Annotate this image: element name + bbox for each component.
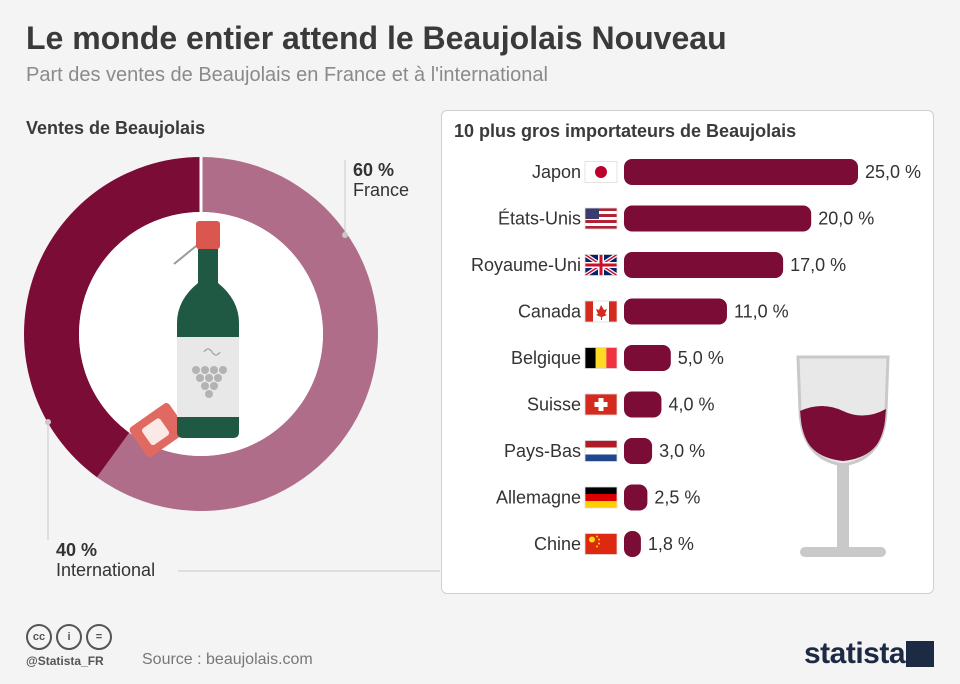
twitter-handle: @Statista_FR — [26, 654, 104, 668]
bar-category-label: États-Unis — [498, 209, 581, 229]
bar-category-label: Belgique — [511, 348, 581, 368]
price-tag-icon — [129, 403, 187, 457]
donut-slice-france — [96, 157, 379, 512]
bar-9 — [624, 531, 641, 557]
creative-commons-icon: cc — [26, 624, 52, 650]
bar-3 — [624, 252, 784, 278]
bar-category-label: Canada — [518, 302, 582, 322]
bar-value-label: 2,5 % — [654, 488, 700, 508]
international-leader-dot — [45, 419, 51, 425]
japan-flag-icon — [584, 161, 618, 183]
importers-panel: 10 plus gros importateurs de Beaujolais … — [441, 110, 934, 594]
international-label: 40 % International — [56, 540, 155, 580]
france-label: 60 % France — [353, 160, 409, 200]
bar-8 — [624, 484, 648, 511]
bar-value-label: 25,0 % — [865, 162, 921, 182]
donut-slice-international — [24, 157, 202, 478]
bar-value-label: 11,0 % — [734, 302, 789, 322]
bar-category-label: Suisse — [527, 395, 581, 415]
source-text: Source : beaujolais.com — [142, 651, 313, 668]
china-flag-icon — [584, 533, 618, 555]
donut-title: Ventes de Beaujolais — [26, 118, 206, 138]
international-pct: 40 % — [56, 540, 98, 560]
belgium-flag-icon — [584, 347, 618, 369]
bar-value-label: 3,0 % — [659, 441, 705, 461]
donut-chart — [24, 157, 440, 572]
bar-4 — [624, 298, 727, 325]
statista-logo: statista — [804, 637, 906, 670]
wine-bottle-icon — [173, 221, 239, 438]
wine-glass-icon — [796, 355, 890, 557]
attribution-icon: i — [56, 624, 82, 650]
bar-category-label: Allemagne — [496, 488, 581, 508]
bar-value-label: 20,0 % — [818, 209, 874, 229]
france-name: France — [353, 180, 410, 200]
bar-category-label: Pays-Bas — [504, 441, 581, 461]
no-derivatives-icon: = — [86, 624, 112, 650]
canada-flag-icon — [584, 300, 618, 323]
bar-1 — [624, 159, 858, 185]
germany-flag-icon — [584, 486, 618, 509]
bar-value-label: 17,0 % — [790, 255, 846, 275]
bar-2 — [624, 205, 812, 232]
chart-title: Le monde entier attend le Beaujolais Nou… — [26, 20, 727, 56]
bar-7 — [624, 438, 653, 464]
bar-chart-title: 10 plus gros importateurs de Beaujolais — [454, 121, 797, 141]
bar-category-label: Japon — [532, 162, 581, 182]
bar-value-label: 5,0 % — [678, 348, 724, 368]
bar-6 — [624, 391, 662, 418]
bar-chart: Japon 25,0 % États-Unis 20,0 % Royaume-Uni 17… — [471, 159, 921, 557]
france-pct: 60 % — [353, 160, 395, 180]
international-name: International — [56, 560, 156, 580]
switzerland-flag-icon — [584, 393, 618, 416]
license-icons: cc i = — [26, 624, 112, 650]
netherlands-flag-icon — [584, 440, 618, 462]
bar-value-label: 4,0 % — [668, 395, 714, 415]
bar-category-label: Chine — [534, 534, 581, 554]
bar-value-label: 1,8 % — [648, 534, 694, 554]
chart-subtitle: Part des ventes de Beaujolais en France … — [26, 64, 548, 86]
statista-logo-icon — [906, 641, 934, 667]
bar-5 — [624, 345, 671, 371]
usa-flag-icon — [584, 207, 618, 230]
bar-category-label: Royaume-Uni — [471, 255, 581, 275]
uk-flag-icon — [583, 252, 619, 278]
france-leader-dot — [342, 232, 348, 238]
